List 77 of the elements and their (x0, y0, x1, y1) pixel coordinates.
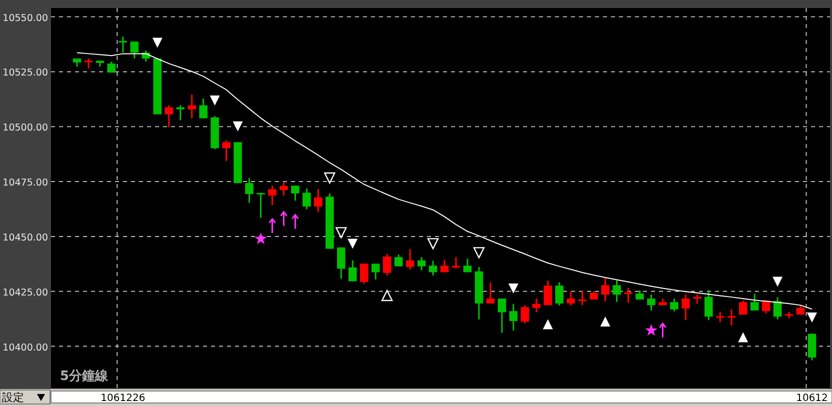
point (324, 172, 336, 184)
candlestick (406, 248, 414, 270)
candlestick (636, 290, 644, 300)
candlestick (84, 58, 93, 70)
candlestick (808, 332, 816, 362)
y-tick-label: 10400.00 (2, 342, 48, 354)
candlestick (280, 182, 288, 196)
candlestick (716, 311, 724, 323)
candlestick (222, 139, 230, 162)
candlestick (738, 300, 748, 316)
point (427, 238, 439, 250)
candlestick (291, 184, 300, 202)
candlestick (302, 188, 311, 210)
candlestick (428, 260, 438, 276)
candlestick (624, 287, 632, 304)
y-tick-label: 10475.00 (2, 178, 48, 189)
candlestick (371, 262, 380, 280)
candlestick (348, 260, 357, 282)
candlestick (682, 294, 690, 321)
y-tick-label: 10500.00 (2, 122, 48, 134)
point (645, 324, 658, 336)
text: 設定 (2, 391, 24, 404)
point (772, 276, 783, 287)
x-tick-label: 1061226 (100, 393, 146, 404)
candlestick (199, 98, 208, 120)
candlestick (360, 262, 368, 284)
candlestick (509, 303, 518, 332)
candlestick (394, 254, 403, 268)
point (600, 316, 610, 326)
candlestick (566, 290, 575, 306)
point (254, 232, 267, 244)
candlestick (601, 277, 610, 302)
y-tick-label: 10525.00 (2, 68, 48, 79)
candlestick (256, 192, 265, 219)
candlestick (555, 282, 564, 306)
point (232, 121, 243, 132)
candlestick (498, 298, 506, 334)
candlestick (612, 280, 621, 303)
point (738, 332, 748, 342)
candlestick (463, 258, 472, 273)
y-tick-label: 10450.00 (2, 232, 48, 244)
point (336, 227, 347, 238)
point (807, 312, 817, 322)
candlestick (130, 40, 139, 60)
candlestick (188, 94, 196, 120)
point (508, 283, 518, 294)
candlestick (164, 104, 174, 128)
candlestick (268, 184, 276, 206)
point (348, 238, 358, 249)
candlestick (417, 256, 426, 272)
y-tick-label: 10425.00 (2, 287, 48, 298)
candlestick (750, 293, 759, 312)
candlestick (773, 296, 782, 320)
candlestick (314, 188, 322, 214)
point (473, 247, 485, 258)
candlestick (440, 258, 449, 273)
candlestick (176, 104, 184, 121)
candlestick (382, 253, 392, 276)
candlestick (578, 290, 586, 306)
candlestick (670, 298, 678, 312)
annotation: 5分鐘線 (60, 369, 110, 384)
x-tick-label: 10612 (796, 393, 828, 404)
point (210, 95, 220, 106)
candlestick (452, 256, 460, 270)
candlestick (486, 282, 495, 304)
candlestick (520, 304, 530, 324)
point (542, 319, 553, 330)
candlestick (544, 280, 552, 306)
y-tick-label: 10550.00 (2, 12, 48, 24)
candlestick (727, 308, 736, 326)
candlestick (245, 177, 254, 204)
candlestick (704, 290, 713, 321)
candlestick (532, 298, 541, 313)
candlestick (337, 246, 346, 280)
candlestick (647, 294, 656, 312)
point (152, 38, 162, 48)
candlestick (118, 36, 128, 54)
